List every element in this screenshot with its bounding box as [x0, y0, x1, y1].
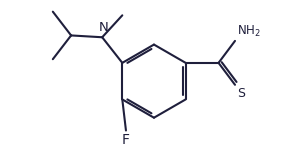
Text: NH$_2$: NH$_2$ — [237, 24, 261, 39]
Text: F: F — [122, 134, 130, 147]
Text: N: N — [98, 21, 108, 34]
Text: S: S — [237, 87, 245, 100]
